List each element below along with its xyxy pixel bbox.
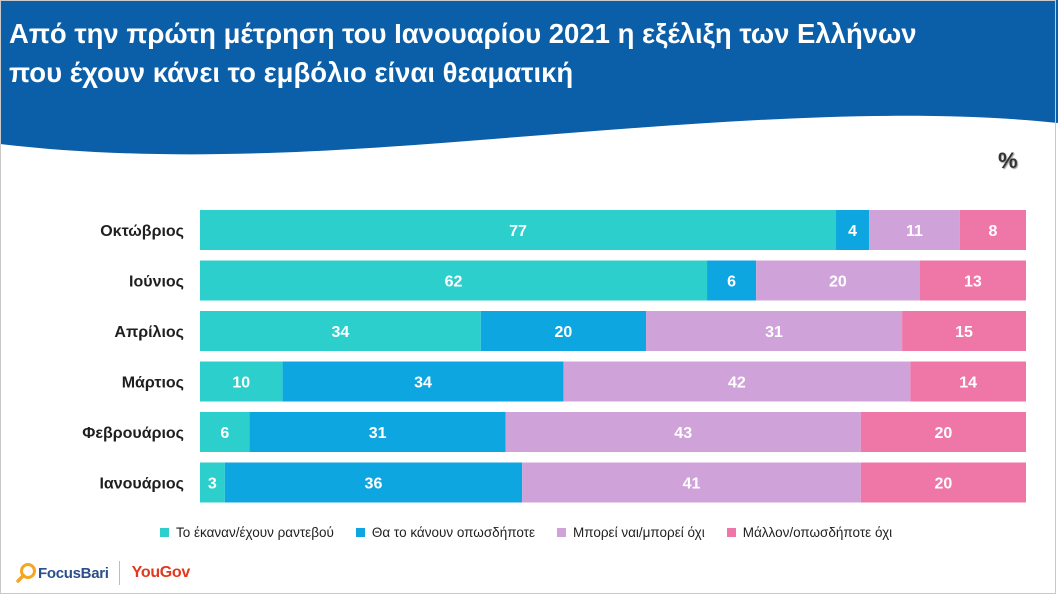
title-line-1: Από την πρώτη μέτρηση του Ιανουαρίου 202… [9,18,917,49]
legend-swatch [160,527,169,537]
bar-value-label: 36 [365,476,383,493]
magnifier-icon [16,563,36,583]
legend-label: Μπορεί ναι/μπορεί όχι [573,524,705,540]
focusbari-wordmark: FocusBari [38,564,109,582]
bar-segment [646,311,903,351]
bar-value-label: 3 [208,476,217,493]
legend-item: Το έκαναν/έχουν ραντεβού [160,525,334,540]
legend-swatch [557,527,566,537]
bar-segment [836,210,870,250]
bar-value-label: 15 [955,324,973,341]
category-label: Φεβρουάριος [82,425,184,442]
legend-label: Μάλλον/οπωσδήποτε όχι [742,524,893,540]
focusbari-logo: FocusBari [16,562,109,584]
bar-value-label: 8 [989,223,998,240]
bar-segment [200,462,225,503]
bar-value-label: 77 [509,223,527,240]
category-label: Ιούνιος [129,274,184,291]
bar-value-label: 42 [728,375,746,392]
bar-segment [505,412,861,452]
category-label: Μάρτιος [122,375,184,392]
bar-value-label: 20 [555,324,573,341]
bar-value-label: 62 [445,274,463,291]
unit-label: % [998,148,1018,173]
bar-segment [200,260,708,301]
legend-label: Θα το κάνουν οπωσδήποτε [371,524,535,540]
title-line-2: που έχουν κάνει το εμβόλιο είναι θεαματι… [9,57,574,88]
bar-segment [707,260,757,301]
bar-value-label: 6 [220,425,229,442]
legend-swatch [355,527,365,537]
legend-label: Το έκαναν/έχουν ραντεβού [176,524,334,540]
bar-value-label: 20 [829,274,847,291]
bar-segment [563,361,911,402]
page-title: Από την πρώτη μέτρηση του Ιανουαρίου 202… [9,14,1049,92]
bar-segment [200,361,283,402]
legend-item: Θα το κάνουν οπωσδήποτε [355,524,535,540]
bar-segment [902,311,1026,351]
bar-value-label: 41 [683,476,701,493]
bar-segment [860,412,1026,452]
category-label: Ιανουάριος [99,476,184,493]
bar-value-label: 13 [964,274,982,291]
bar-value-label: 31 [765,324,783,341]
footer-divider [118,561,120,585]
category-label: Απρίλιος [114,324,184,341]
bar-value-label: 34 [414,375,432,392]
legend-item: Μάλλον/οπωσδήποτε όχι [726,524,893,540]
bar-segment [919,260,1026,301]
bar-segment [910,361,1026,402]
bar-segment [200,210,837,250]
bar-value-label: 6 [727,274,736,291]
bar-segment [860,462,1026,503]
bar-segment [224,462,523,503]
bar-value-label: 31 [369,425,387,442]
bar-value-label: 20 [935,425,953,442]
legend-swatch [726,527,736,537]
bar-value-label: 14 [959,375,977,392]
bar-segment [869,210,960,250]
bar-segment [282,361,564,402]
bar-segment [480,311,647,351]
bar-value-label: 34 [332,324,350,341]
chart-legend: Το έκαναν/έχουν ραντεβού Θα το κάνουν οπ… [160,523,892,541]
bar-value-label: 20 [935,476,953,493]
category-label: Οκτώβριος [100,223,184,240]
bar-segment [249,412,506,452]
bar-segment [522,462,861,503]
bar-segment [200,311,481,351]
bar-value-label: 4 [848,223,857,240]
footer-logos: FocusBari YouGov [16,560,190,586]
bar-segment [959,210,1026,250]
bar-segment [200,412,250,452]
bar-value-label: 11 [906,223,923,240]
legend-item: Μπορεί ναι/μπορεί όχι [557,525,705,540]
bar-value-label: 10 [232,375,250,392]
header-wave [0,0,1058,155]
yougov-wordmark: YouGov [131,564,191,581]
header-banner [0,0,1058,155]
bar-value-label: 43 [674,425,692,442]
bar-segment [756,260,920,301]
